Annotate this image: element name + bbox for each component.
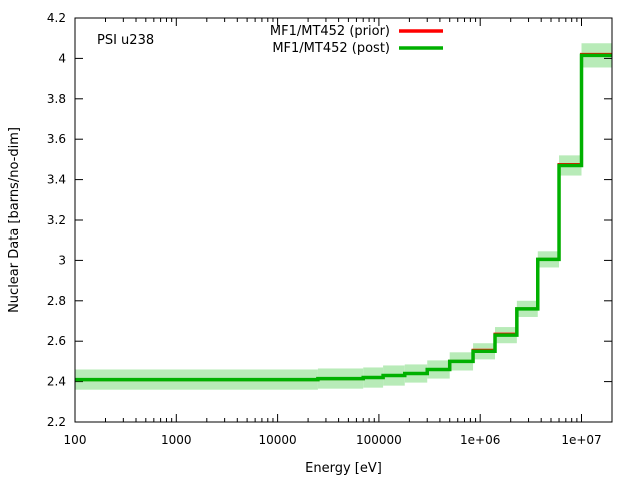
y-tick-label: 3.8 [47,92,66,106]
y-tick-label: 2.6 [47,334,66,348]
y-axis-title: Nuclear Data [barns/no-dim] [7,127,22,313]
chart-annotation: PSI u238 [97,33,154,48]
series-line-prior [75,52,612,382]
x-tick-label: 10000 [259,433,297,447]
x-tick-label: 100000 [356,433,402,447]
series-line-post [75,53,612,382]
y-tick-label: 3.2 [47,213,66,227]
x-tick-label: 1000 [161,433,192,447]
legend-label-prior: MF1/MT452 (prior) [270,24,390,39]
y-tick-label: 3.4 [47,173,66,187]
y-tick-label: 2.4 [47,375,66,389]
y-tick-label: 4.2 [47,11,66,25]
x-tick-label: 1e+07 [561,433,601,447]
y-tick-label: 3 [58,253,66,267]
x-axis-title: Energy [eV] [305,461,382,476]
x-tick-label: 1e+06 [460,433,500,447]
tick-labels: 100 1000 10000 100000 1e+06 1e+07 2.2 2.4 2.6 2.8… [47,11,602,447]
y-tick-label: 2.8 [47,294,66,308]
x-tick-label: 100 [64,433,87,447]
y-tick-label: 3.6 [47,132,66,146]
axis-ticks [74,17,612,423]
legend-label-post: MF1/MT452 (post) [272,41,390,56]
series-lines [75,52,612,382]
y-tick-label: 2.2 [47,415,66,429]
legend: MF1/MT452 (prior) MF1/MT452 (post) [270,24,443,56]
y-tick-label: 4 [58,51,66,65]
uncertainty-bands [75,43,612,390]
plot-frame [74,17,613,423]
